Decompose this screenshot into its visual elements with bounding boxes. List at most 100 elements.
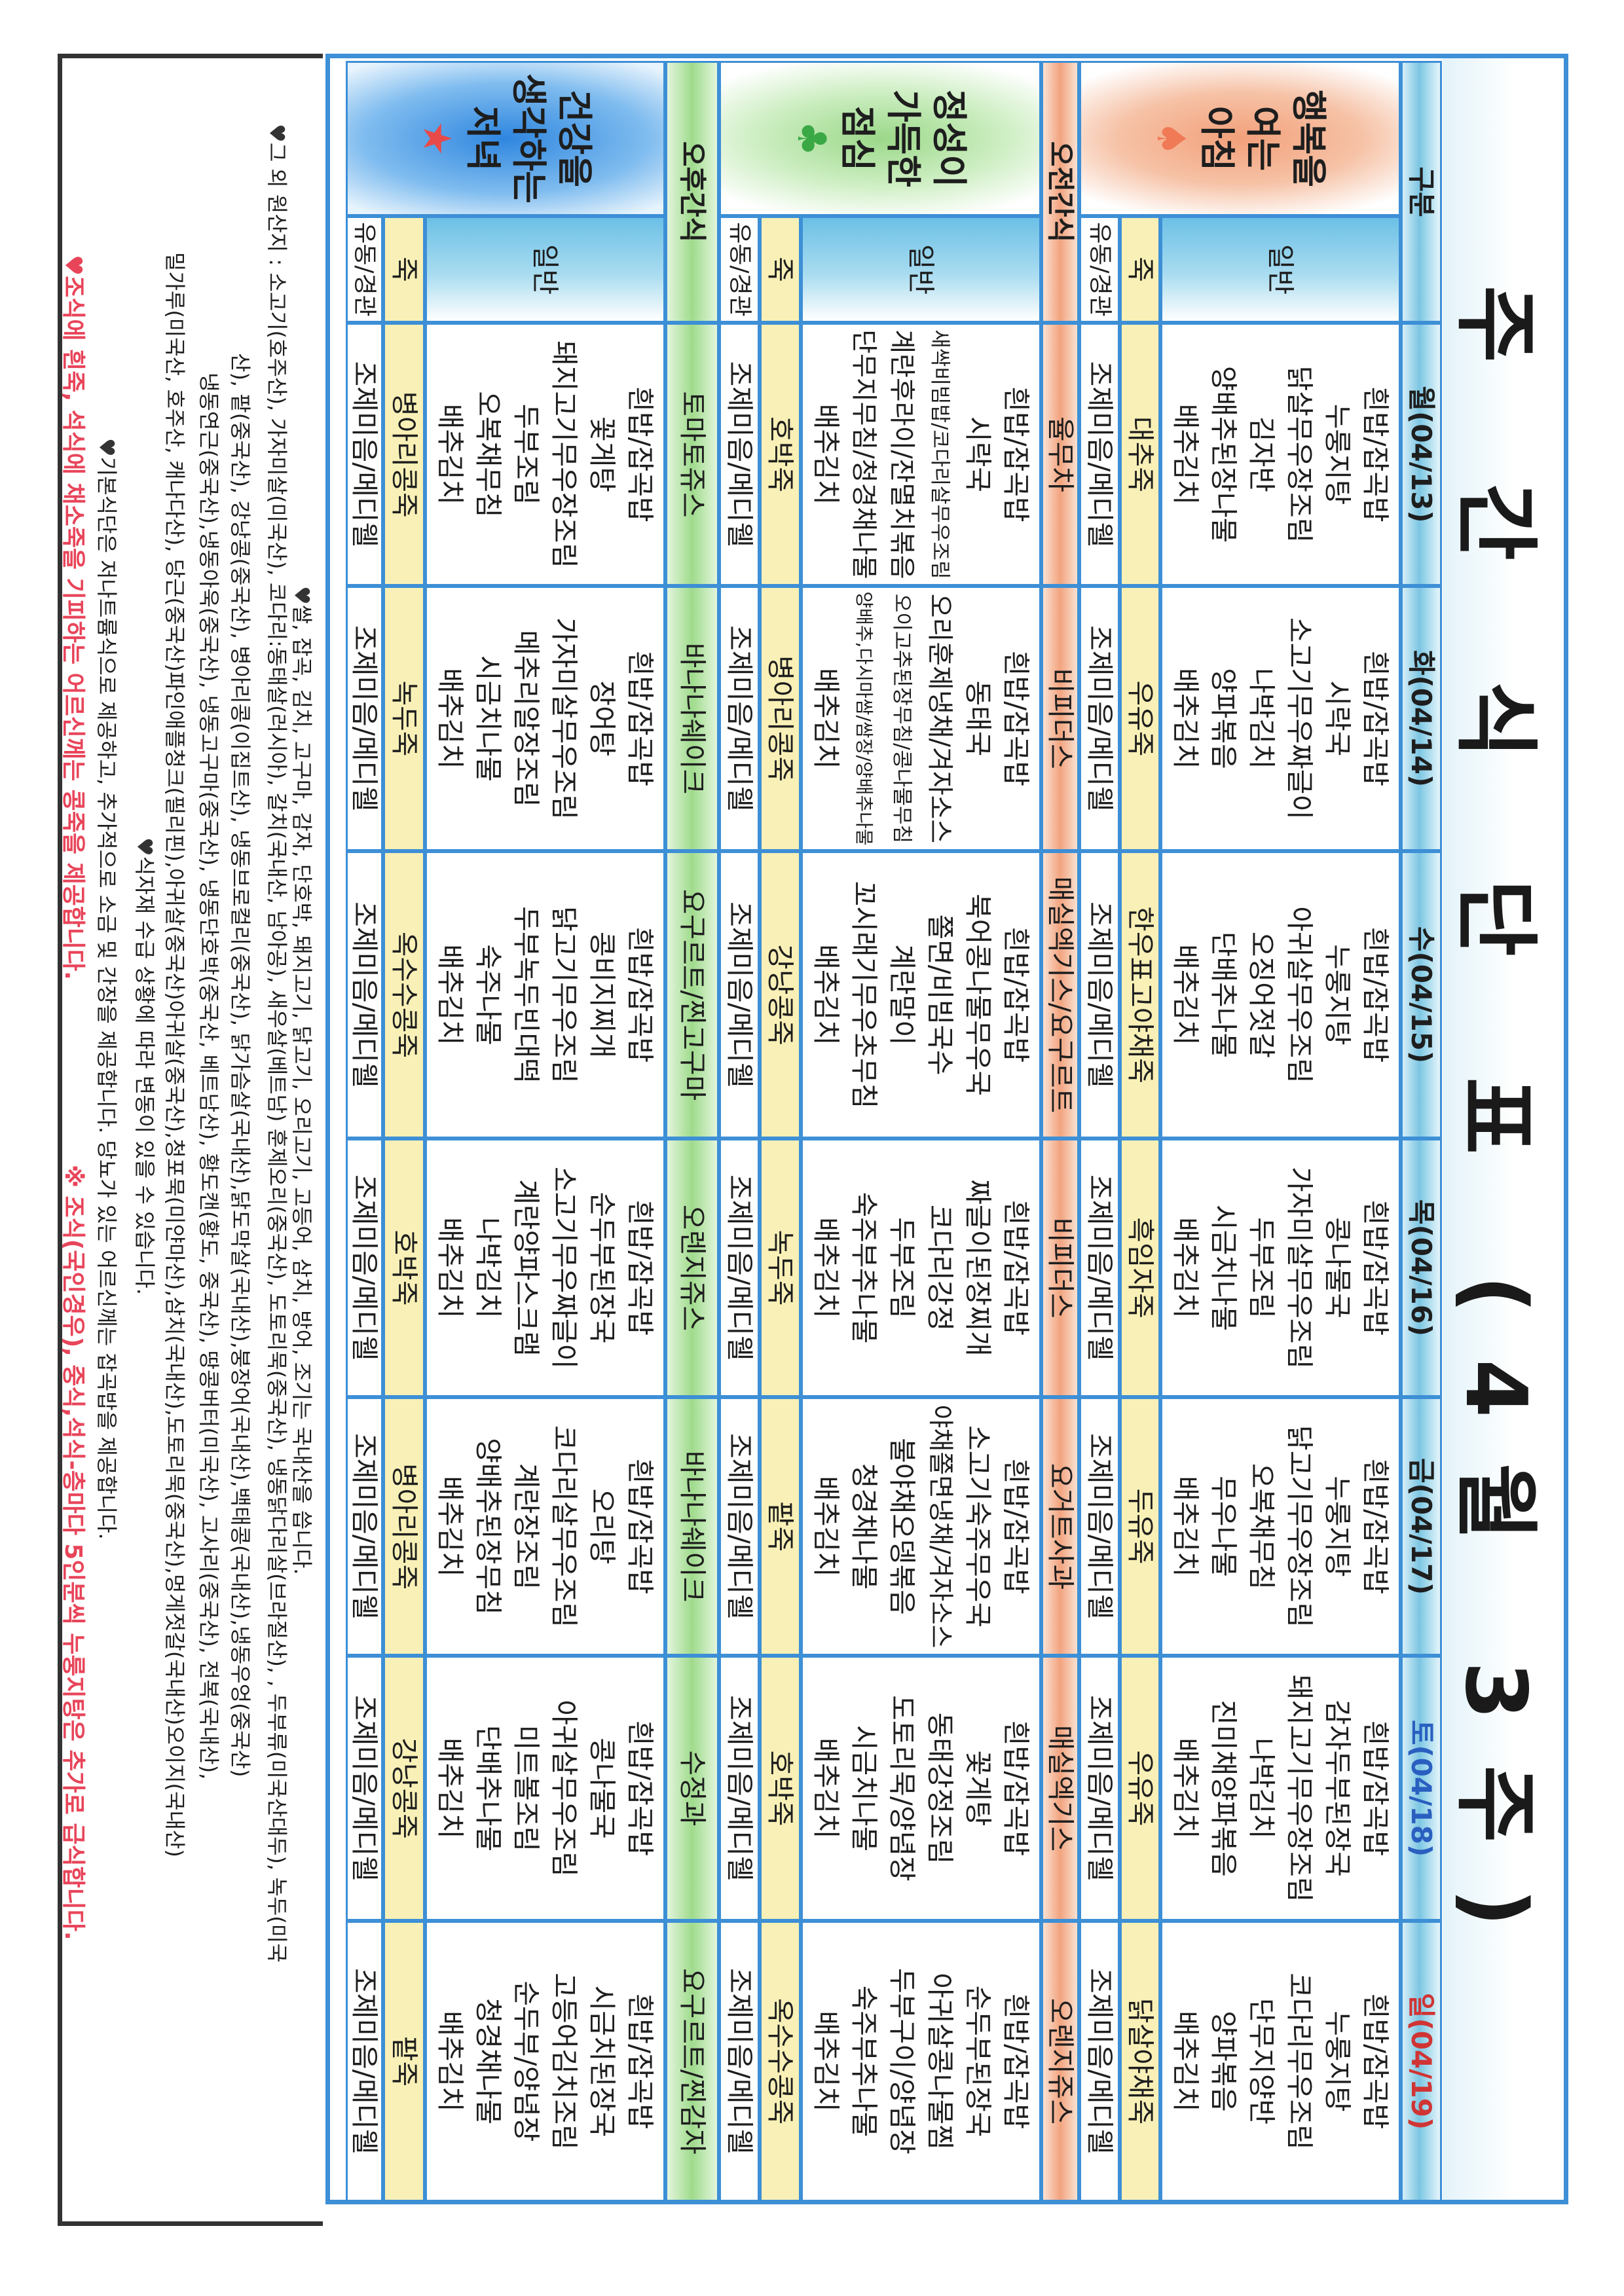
menu-item: 흰밥/잡곡밥: [1000, 1199, 1033, 1336]
day-label: 화(04/14): [1405, 649, 1438, 788]
menu-item: 양배추된장무침: [472, 1438, 505, 1615]
menu-item: 계란장조림: [510, 1463, 543, 1590]
menu-item: 배추김치: [434, 1738, 467, 1839]
snack-cell-am: 율무차: [1041, 323, 1079, 586]
menu-item: 흰밥/잡곡밥: [624, 386, 657, 522]
heart-icon: ♥: [289, 586, 314, 605]
menu-item: 흰밥/잡곡밥: [1000, 926, 1033, 1063]
menu-item: 양배추된장나물: [1208, 365, 1240, 543]
menu-item: 코다리강정: [924, 1204, 957, 1332]
menu-table-frame: 주 간 식 단 표 (4월 3주) 구분 월(04/13) 화(04/14) 수(04…: [325, 54, 1568, 2204]
menu-item: 흰밥/잡곡밥: [1000, 386, 1033, 522]
snack-cell-am: 매실엑기스: [1041, 1656, 1079, 1921]
menu-item: 배추김치: [810, 1217, 843, 1319]
note-text: 그 외 원산지 : 소고기(호주산), 가자미살(미국산), 코다리:동태살(러…: [265, 142, 289, 1963]
porridge-item: 강낭콩죽: [388, 1738, 420, 1839]
note-text: 쌀, 잡곡, 김치, 고구마, 감자, 단호박, 돼지고기, 닭고기, 오리고기…: [289, 604, 314, 1575]
sub-label: 유동/경관: [351, 222, 378, 317]
snack-item: 매실엑기스/요구르트: [1044, 876, 1077, 1114]
menu-item: 콩나물국: [586, 1738, 619, 1839]
liquid-item: 조제미음/메디웰: [348, 361, 381, 548]
porridge-item: 옥수수콩죽: [388, 931, 420, 1059]
porridge-item: 팥죽: [764, 1501, 797, 1552]
menu-item: 소고기무우짜글이: [1283, 617, 1316, 820]
menu-cell-liquid: 조제미음/메디웰: [719, 1397, 760, 1656]
menu-item: 순두부된장국: [586, 1192, 619, 1344]
day-label: 목(04/16): [1405, 1199, 1438, 1337]
menu-item: 흰밥/잡곡밥: [1000, 1993, 1033, 2130]
menu-cell-liquid: 조제미음/메디웰: [1079, 851, 1120, 1139]
menu-item: 오이고추된장무침/콩나물무침: [890, 593, 914, 844]
menu-item: 시락국: [1321, 680, 1354, 757]
snack-item: 비피더스: [1044, 668, 1077, 769]
menu-cell-general: 흰밥/잡곡밥 짜글이된장찌개 코다리강정 두부조림 숙주부추나물 배추김치: [801, 1139, 1041, 1397]
menu-cell-general: 흰밥/잡곡밥 순두부된장국 소고기무우짜글이 계란양파스크램 나박김치 배추김치: [425, 1139, 665, 1397]
menu-cell-porridge: 녹두죽: [760, 1139, 801, 1397]
menu-item: 시금치나물: [848, 1724, 881, 1852]
menu-item: 흰밥/잡곡밥: [1359, 386, 1392, 522]
meal-title-line: 점심: [837, 105, 878, 172]
porridge-item: 강낭콩죽: [764, 944, 797, 1046]
meal-title-line: 가득한: [883, 89, 924, 188]
menu-item: 배추김치: [434, 1217, 467, 1319]
note-text: 밀가루(미국산, 호주산, 캐나다산), 당근(중국산)파인애플청크(필리핀),…: [162, 252, 187, 1857]
menu-cell-porridge: 강낭콩죽: [760, 851, 801, 1139]
menu-item: 배추김치: [1170, 668, 1202, 769]
snack-cell-pm: 요구르트/찐감자: [665, 1921, 719, 2202]
day-header: 월(04/13): [1401, 323, 1442, 586]
sub-label-porridge: 죽: [1120, 216, 1160, 323]
liquid-item: 조제미음/메디웰: [348, 1175, 381, 1361]
menu-item: 진미채양파볶음: [1208, 1700, 1240, 1877]
menu-item: 오징어젓갈: [1246, 931, 1278, 1059]
menu-cell-general: 흰밥/잡곡밥 장어탕 가자미살무우조림 메추리알장조림 시금치나물 배추김치: [425, 586, 665, 851]
menu-item: 흰밥/잡곡밥: [624, 650, 657, 787]
menu-item: 동태국: [962, 680, 995, 757]
menu-item: 계란양파스크램: [510, 1179, 543, 1357]
menu-cell-general: 흰밥/잡곡밥 꽃게탕 돼지고기무우장조림 두부조림 오복채무침 배추김치: [425, 323, 665, 586]
menu-item: 배추김치: [434, 1476, 467, 1577]
menu-item: 양파볶음: [1208, 2011, 1240, 2112]
day-label: 수(04/15): [1405, 926, 1438, 1064]
menu-item: 감자두부된장국: [1321, 1700, 1354, 1877]
menu-cell-porridge: 우유죽: [1120, 586, 1160, 851]
menu-cell-liquid: 조제미음/메디웰: [346, 1139, 383, 1397]
menu-item: 두부조림: [510, 403, 543, 505]
menu-item: 메추리알장조림: [510, 630, 543, 807]
star-icon: ★: [414, 120, 460, 156]
day-label: 토(04/18): [1405, 1719, 1438, 1857]
menu-item: 코다리살무우조림: [548, 1425, 581, 1628]
snack-cell-pm: 수정과: [665, 1656, 719, 1921]
snack-item: 오렌지쥬스: [676, 1204, 709, 1332]
porridge-item: 팥죽: [388, 2035, 420, 2087]
menu-item: 흰밥/잡곡밥: [624, 926, 657, 1063]
menu-item: 흰밥/잡곡밥: [1359, 1199, 1392, 1336]
snack-cell-am: 오렌지쥬스: [1041, 1921, 1079, 2202]
menu-item: 동태강정조림: [924, 1712, 957, 1865]
page-title: 주 간 식 단 표 (4월 3주): [1447, 285, 1544, 1973]
menu-cell-general: 흰밥/잡곡밥 콩나물국 가자미살무우조림 두부조림 시금치나물 배추김치: [1160, 1139, 1401, 1397]
porridge-item: 우유죽: [1124, 680, 1156, 757]
porridge-item: 옥수수콩죽: [764, 1997, 797, 2125]
menu-item: 누룽지탕: [1321, 403, 1354, 505]
menu-item: 장어탕: [586, 680, 619, 757]
liquid-item: 조제미음/메디웰: [724, 1433, 756, 1620]
menu-item: 불야채오뎅볶음: [886, 1438, 919, 1615]
menu-item: 배추김치: [1170, 1476, 1202, 1577]
meal-title-line: 아침: [1196, 105, 1238, 172]
menu-item: 미트볼조림: [510, 1724, 543, 1852]
porridge-item: 녹두죽: [388, 680, 420, 757]
day-label: 금(04/17): [1405, 1457, 1438, 1595]
liquid-item: 조제미음/메디웰: [1084, 1433, 1116, 1620]
menu-item: 돼지고기무우장조림: [1283, 1674, 1316, 1903]
menu-item: 소고기무우짜글이: [548, 1166, 581, 1370]
menu-cell-general: 흰밥/잡곡밥 꽃게탕 동태강정조림 도토리묵/양념장 시금치나물 배추김치: [801, 1656, 1041, 1921]
menu-item: 흰밥/잡곡밥: [1359, 926, 1392, 1063]
snack-item: 바나나쉐이크: [676, 642, 709, 795]
menu-item: 아귀살무우조림: [548, 1700, 581, 1877]
menu-item: 단무지양반: [1246, 1997, 1278, 2125]
menu-item: 배추김치: [1170, 1217, 1202, 1319]
menu-cell-liquid: 조제미음/메디웰: [346, 586, 383, 851]
menu-item: 가자미살무우조림: [548, 617, 581, 820]
liquid-item: 조제미음/메디웰: [348, 625, 381, 812]
meal-label-dinner: 건강을 생각하는 저녁 ★: [346, 61, 665, 216]
